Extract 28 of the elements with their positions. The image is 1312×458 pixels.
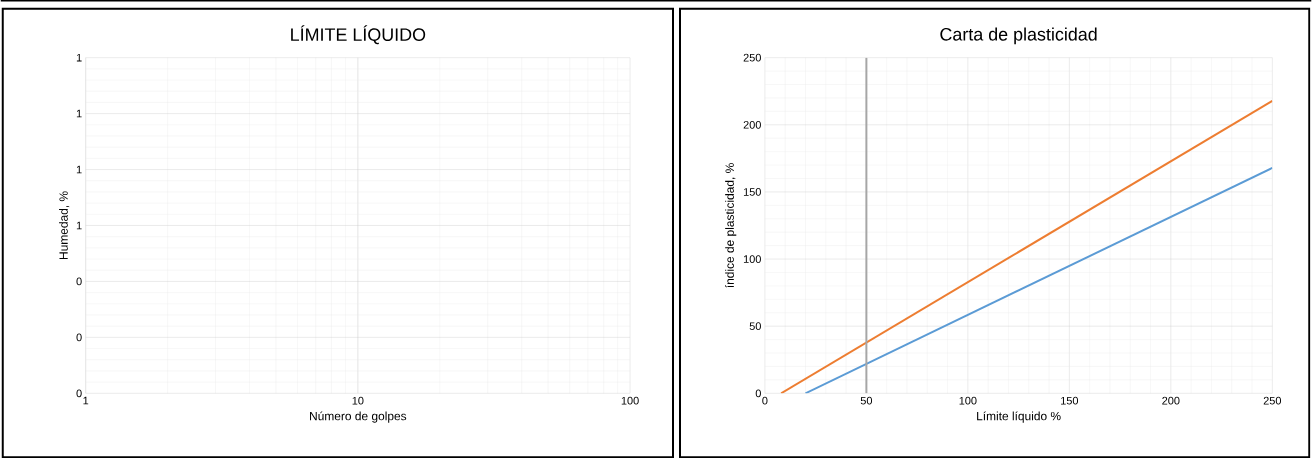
x-tick-label: 10 xyxy=(352,396,364,405)
y-tick-label: 50 xyxy=(749,322,761,330)
y-tick-label: 1 xyxy=(76,109,82,118)
y-tick-label: 0 xyxy=(76,333,82,342)
y-tick-label: 1 xyxy=(76,165,82,174)
x-tick-label: 100 xyxy=(959,396,977,405)
y-tick-label: 0 xyxy=(755,389,761,398)
y-tick-label: 0 xyxy=(76,277,82,286)
y-axis-title: Humedad, % xyxy=(59,191,70,259)
x-tick-label: 250 xyxy=(1263,396,1282,405)
y-tick-label: 1 xyxy=(76,53,82,62)
y-tick-label: 1 xyxy=(76,221,82,230)
y-tick-label: 150 xyxy=(743,187,761,196)
y-tick-label: 250 xyxy=(743,53,761,62)
x-axis-title: Límite líquido % xyxy=(977,411,1061,423)
x-tick-label: 150 xyxy=(1061,396,1079,405)
y-tick-label: 100 xyxy=(743,255,761,263)
x-axis-title: Número de golpes xyxy=(310,411,407,423)
y-tick-label: 200 xyxy=(743,120,761,129)
x-tick-label: 1 xyxy=(83,396,89,405)
x-tick-label: 100 xyxy=(621,396,639,405)
x-tick-label: 0 xyxy=(762,396,768,405)
y-axis-title: índice de plasticidad, % xyxy=(725,163,737,288)
chart-title: LÍMITE LÍQUIDO xyxy=(291,25,426,45)
chart-title: Carta de plasticidad xyxy=(940,27,1097,45)
x-tick-label: 200 xyxy=(1162,396,1180,405)
x-tick-label: 50 xyxy=(860,396,873,405)
y-tick-label: 0 xyxy=(76,389,82,398)
